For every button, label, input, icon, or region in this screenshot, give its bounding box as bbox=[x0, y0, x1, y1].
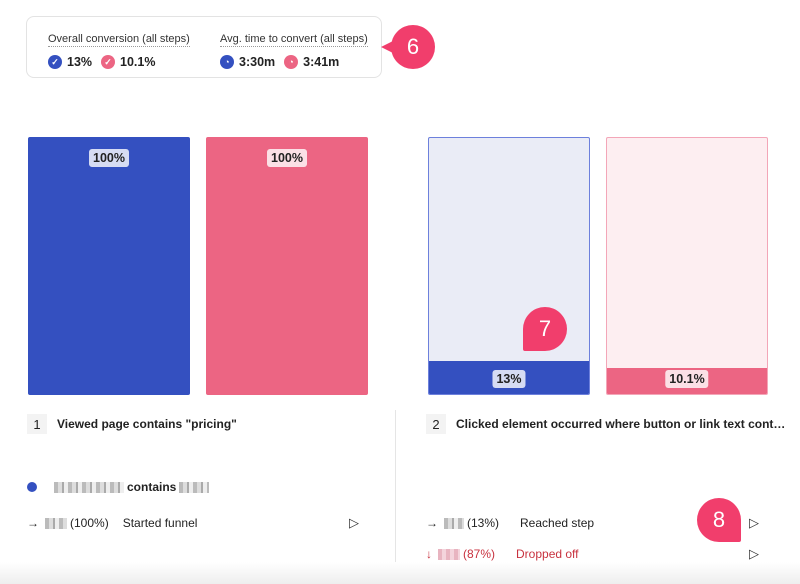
row-label: Dropped off bbox=[516, 547, 579, 561]
step-title: Clicked element occurred where button or… bbox=[456, 417, 786, 431]
time-a: 3:30m bbox=[239, 55, 276, 69]
row-pct: (100%) bbox=[70, 516, 109, 530]
filter-text: contains bbox=[127, 480, 177, 494]
arrow-right-icon: → bbox=[426, 516, 438, 530]
filter-row: contains bbox=[27, 480, 212, 494]
arrow-right-icon: → bbox=[27, 516, 39, 530]
started-funnel-row[interactable]: → (100%) Started funnel bbox=[27, 516, 197, 530]
bar-label: 100% bbox=[267, 149, 307, 167]
conversion-label[interactable]: Overall conversion (all steps) bbox=[48, 33, 190, 47]
step-title: Viewed page contains "pricing" bbox=[57, 417, 237, 431]
clock-icon: ◔ bbox=[284, 55, 299, 69]
play-icon[interactable]: ▷ bbox=[749, 515, 759, 530]
conversion-b: 10.1% bbox=[120, 55, 156, 69]
row-pct: (13%) bbox=[467, 516, 500, 530]
row-label: Started funnel bbox=[122, 516, 198, 530]
bar-step1-a[interactable]: 100% bbox=[28, 137, 190, 395]
redacted-count bbox=[438, 548, 460, 560]
play-icon[interactable]: ▷ bbox=[749, 546, 759, 561]
summary-card: Overall conversion (all steps) ✓ 13% ✓ 10.… bbox=[26, 16, 382, 78]
series-dot-icon bbox=[27, 482, 37, 492]
callout-6: 6 bbox=[391, 25, 435, 69]
bar-step1-b[interactable]: 100% bbox=[206, 137, 368, 395]
step-1-header: 1 Viewed page contains "pricing" bbox=[27, 414, 237, 434]
time-label[interactable]: Avg. time to convert (all steps) bbox=[220, 33, 368, 47]
conversion-a: 13% bbox=[67, 55, 93, 69]
bar-label: 10.1% bbox=[665, 370, 709, 388]
redacted-count bbox=[444, 517, 464, 529]
play-icon[interactable]: ▷ bbox=[349, 515, 359, 530]
row-pct: (87%) bbox=[463, 547, 496, 561]
bar-step2-b[interactable]: 10.1% bbox=[606, 137, 768, 395]
check-icon: ✓ bbox=[101, 55, 116, 69]
step-2-header: 2 Clicked element occurred where button o… bbox=[426, 414, 785, 434]
arrow-down-icon: ↓ bbox=[426, 547, 432, 561]
step-number: 2 bbox=[426, 414, 446, 434]
clock-icon: ◔ bbox=[220, 55, 234, 69]
redacted-count bbox=[45, 517, 67, 529]
bar-step2-a[interactable]: 13% bbox=[428, 137, 590, 395]
check-icon: ✓ bbox=[48, 55, 62, 69]
redacted-text bbox=[54, 481, 124, 493]
avg-time: Avg. time to convert (all steps) ◔ 3:30m … bbox=[220, 29, 368, 69]
reached-step-row[interactable]: → (13%) Reached step bbox=[426, 516, 594, 530]
bottom-fade bbox=[0, 562, 800, 584]
dropped-off-row[interactable]: ↓ (87%) Dropped off bbox=[426, 547, 579, 561]
step-number: 1 bbox=[27, 414, 47, 434]
overall-conversion: Overall conversion (all steps) ✓ 13% ✓ 10.… bbox=[48, 29, 190, 69]
redacted-text bbox=[179, 481, 210, 493]
callout-tail bbox=[381, 40, 395, 54]
bar-label: 13% bbox=[492, 370, 526, 388]
bar-label: 100% bbox=[89, 149, 129, 167]
row-label: Reached step bbox=[520, 516, 595, 530]
callout-8: 8 bbox=[697, 498, 741, 542]
callout-7: 7 bbox=[523, 307, 567, 351]
step-divider bbox=[395, 410, 396, 584]
time-b: 3:41m bbox=[303, 55, 340, 69]
